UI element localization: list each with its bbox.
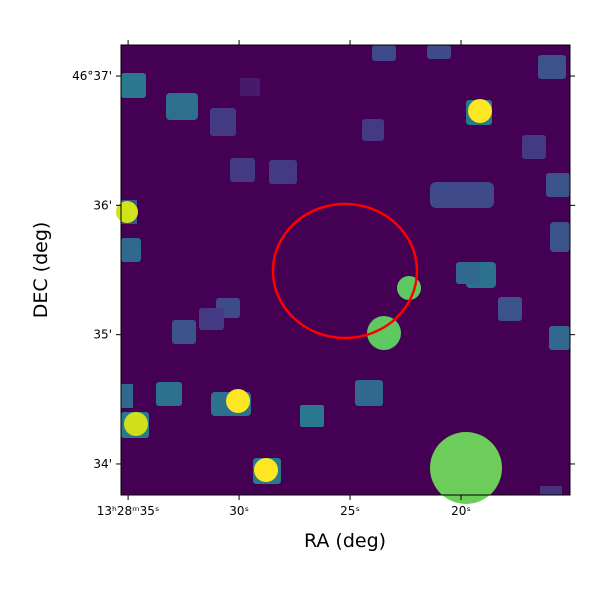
y-tick-label: 46°37': [72, 69, 112, 83]
y-tick-label: 35': [93, 328, 112, 342]
axes-frame: [120, 44, 571, 496]
x-tick-label: 30ˢ: [229, 504, 249, 518]
y-tick-label: 34': [93, 457, 112, 471]
x-tick-label: 25ˢ: [340, 504, 360, 518]
y-tick-label: 36': [93, 198, 112, 212]
region-ellipse: [271, 202, 419, 340]
x-axis-label: RA (deg): [304, 530, 386, 552]
x-tick-label: 20ˢ: [451, 504, 471, 518]
x-tick-label: 13ʰ28ᵐ35ˢ: [97, 504, 160, 518]
y-axis-label: DEC (deg): [30, 222, 52, 319]
